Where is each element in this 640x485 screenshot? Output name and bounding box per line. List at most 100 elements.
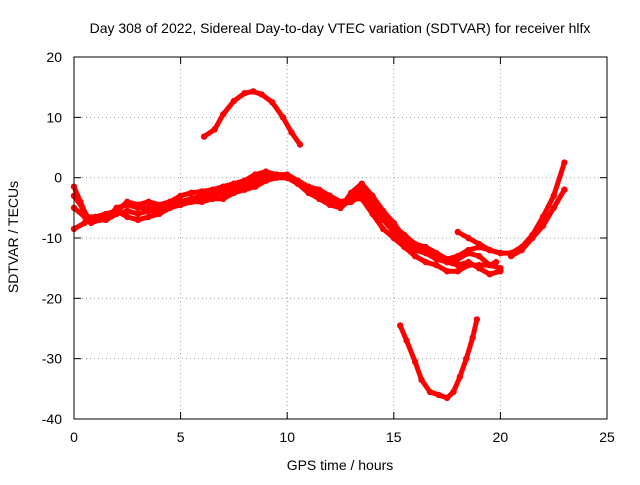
data-point bbox=[288, 129, 295, 136]
data-point bbox=[296, 141, 304, 148]
data-point bbox=[249, 88, 257, 95]
data-point bbox=[454, 255, 461, 263]
y-tick-label: -30 bbox=[42, 351, 62, 367]
data-point bbox=[433, 261, 440, 269]
data-point bbox=[81, 219, 88, 227]
data-point bbox=[411, 358, 419, 365]
x-tick-label: 5 bbox=[177, 429, 185, 445]
data-point bbox=[145, 198, 152, 205]
data-point bbox=[79, 204, 86, 211]
data-point bbox=[435, 391, 442, 399]
data-point bbox=[529, 234, 536, 242]
x-tick-label: 10 bbox=[279, 429, 295, 445]
data-point bbox=[463, 355, 470, 362]
data-point bbox=[145, 213, 152, 221]
data-point bbox=[230, 97, 238, 105]
data-point bbox=[209, 192, 216, 199]
data-point bbox=[473, 316, 481, 323]
data-point bbox=[518, 246, 525, 254]
data-point bbox=[252, 177, 259, 184]
series-layer bbox=[70, 88, 568, 402]
data-point bbox=[418, 376, 425, 383]
data-point bbox=[450, 388, 457, 396]
data-point bbox=[358, 192, 365, 199]
data-point bbox=[454, 228, 461, 236]
x-tick-label: 25 bbox=[599, 429, 615, 445]
grid bbox=[74, 57, 607, 419]
data-point bbox=[104, 213, 112, 221]
data-point bbox=[326, 201, 333, 208]
y-tick-label: -20 bbox=[42, 290, 62, 306]
data-point bbox=[561, 159, 568, 166]
data-point bbox=[241, 90, 248, 97]
data-point bbox=[390, 219, 397, 227]
data-point bbox=[156, 210, 163, 218]
data-point bbox=[279, 114, 287, 121]
data-point bbox=[475, 265, 483, 272]
y-tick-label: -10 bbox=[42, 230, 62, 246]
data-point bbox=[469, 334, 476, 341]
data-point bbox=[475, 240, 483, 248]
x-tick-label: 15 bbox=[386, 429, 402, 445]
data-point bbox=[465, 258, 472, 266]
data-point bbox=[379, 207, 387, 215]
data-point bbox=[486, 271, 493, 278]
data-point bbox=[379, 225, 387, 233]
data-point bbox=[433, 255, 440, 263]
data-point bbox=[262, 171, 270, 178]
data-point bbox=[124, 201, 131, 208]
data-point bbox=[348, 189, 355, 196]
data-point bbox=[134, 216, 142, 224]
data-point bbox=[411, 252, 419, 260]
data-point bbox=[358, 180, 365, 187]
data-point bbox=[422, 243, 429, 251]
data-point bbox=[87, 219, 95, 227]
x-tick-label: 0 bbox=[70, 429, 78, 445]
data-point bbox=[397, 322, 404, 329]
data-point bbox=[269, 99, 276, 106]
data-point bbox=[369, 192, 376, 199]
data-point bbox=[348, 198, 355, 205]
data-point bbox=[113, 204, 120, 211]
data-point bbox=[273, 171, 280, 178]
data-point bbox=[403, 337, 410, 344]
data-point bbox=[550, 192, 557, 199]
data-point bbox=[134, 210, 142, 218]
data-point bbox=[220, 111, 227, 118]
data-point bbox=[443, 394, 451, 402]
data-point bbox=[454, 268, 461, 275]
data-point bbox=[507, 252, 515, 260]
data-point bbox=[316, 189, 323, 196]
series-arc-6 bbox=[455, 160, 567, 256]
data-point bbox=[326, 195, 333, 202]
chart-title: Day 308 of 2022, Sidereal Day-to-day VTE… bbox=[90, 20, 591, 36]
data-point bbox=[454, 261, 461, 269]
data-point bbox=[411, 246, 419, 254]
data-point bbox=[486, 246, 493, 254]
data-point bbox=[124, 207, 131, 215]
data-point bbox=[166, 201, 174, 208]
data-point bbox=[369, 204, 376, 211]
y-tick-label: 0 bbox=[54, 170, 62, 186]
data-point bbox=[177, 198, 184, 205]
data-point bbox=[145, 204, 152, 211]
data-point bbox=[211, 126, 218, 133]
x-axis-label: GPS time / hours bbox=[287, 457, 394, 473]
data-point bbox=[390, 228, 397, 236]
data-point bbox=[426, 388, 434, 396]
y-axis-label: SDTVAR / TECUs bbox=[5, 181, 21, 293]
y-tick-label: 20 bbox=[46, 49, 62, 65]
data-point bbox=[422, 249, 429, 257]
data-point bbox=[456, 373, 464, 380]
data-point bbox=[497, 249, 504, 257]
data-point bbox=[305, 186, 312, 193]
data-point bbox=[284, 171, 291, 178]
y-tick-label: -40 bbox=[42, 411, 62, 427]
data-point bbox=[465, 249, 472, 257]
data-point bbox=[188, 189, 195, 196]
data-point bbox=[230, 186, 238, 193]
data-point bbox=[443, 268, 451, 275]
axis-ticks: 0 5 10 15 20 25 -40 -30 -20 -10 0 10 20 bbox=[42, 49, 615, 445]
